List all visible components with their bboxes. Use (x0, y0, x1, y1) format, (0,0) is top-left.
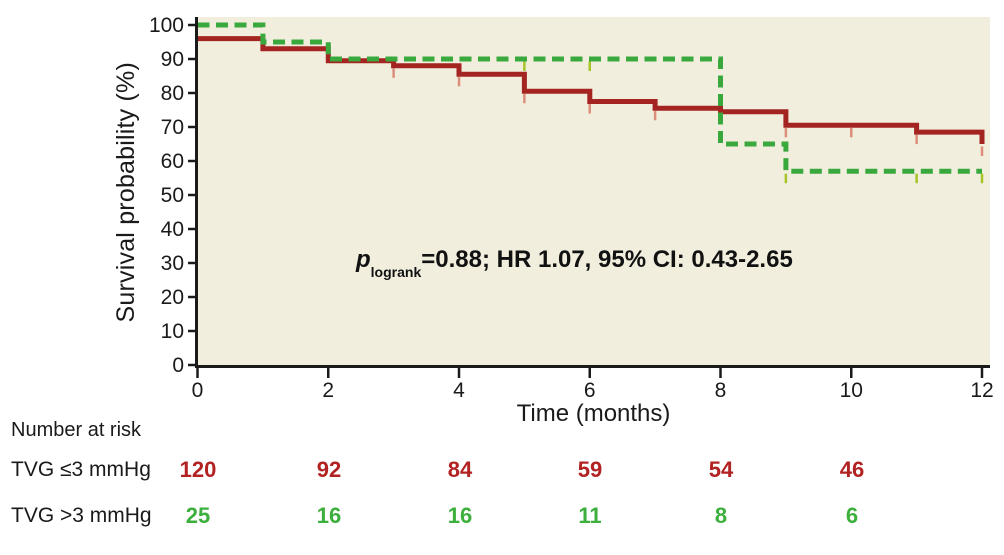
y-tick-label: 70 (161, 116, 184, 139)
risk-count: 92 (316, 457, 342, 482)
axes (195, 17, 990, 368)
y-tick-label: 30 (161, 252, 184, 275)
censor-marks (523, 61, 984, 184)
stats-annotation: plogrank=0.88; HR 1.07, 95% CI: 0.43-2.6… (356, 246, 793, 280)
x-axis-ticks: 0 2 4 6 8 10 12 (192, 368, 994, 402)
stats-text: =0.88; HR 1.07, 95% CI: 0.43-2.65 (421, 246, 793, 273)
risk-count: 6 (845, 503, 859, 528)
risk-count: 59 (577, 457, 603, 482)
y-tick-label: 40 (161, 218, 184, 241)
y-axis-title-text: Survival probability (%) (111, 61, 140, 323)
x-axis-title: Time (months) (197, 400, 990, 428)
x-tick-label: 8 (715, 379, 727, 402)
survival-curve-green-dashed (197, 22, 984, 184)
x-tick-label: 6 (584, 379, 596, 402)
y-tick-label: 80 (161, 82, 184, 105)
x-axis-title-text: Time (months) (516, 400, 671, 427)
risk-count: 120 (179, 457, 217, 482)
x-tick-label: 4 (453, 379, 465, 402)
risk-count: 8 (714, 503, 728, 528)
y-tick-label: 60 (161, 150, 184, 173)
p-symbol: p (356, 246, 371, 273)
risk-count: 84 (447, 457, 473, 482)
risk-count: 16 (447, 503, 473, 528)
risk-count: 16 (316, 503, 342, 528)
risk-row-label-tvg-gt3: TVG >3 mmHg (11, 504, 152, 527)
y-tick-label: 10 (161, 320, 184, 343)
y-axis-title: Survival probability (%) (106, 17, 146, 367)
x-tick-label: 12 (970, 379, 993, 402)
curve-path (197, 36, 985, 144)
risk-count: 25 (185, 503, 211, 528)
risk-table-title: Number at risk (11, 419, 142, 441)
plot-background (197, 17, 990, 367)
curve-path (197, 22, 982, 174)
y-tick-label: 90 (161, 48, 184, 71)
y-tick-label: 50 (161, 184, 184, 207)
y-tick-label: 100 (149, 14, 184, 37)
risk-row-label-tvg-le3: TVG ≤3 mmHg (11, 458, 151, 481)
y-axis-ticks: 0 10 20 30 40 50 60 70 80 90 100 (149, 14, 195, 377)
x-tick-label: 0 (192, 379, 204, 402)
risk-count: 46 (839, 457, 865, 482)
risk-count: 11 (578, 503, 602, 528)
censor-marks (392, 68, 984, 156)
y-tick-label: 20 (161, 286, 184, 309)
survival-curve-red-solid (197, 36, 985, 156)
y-tick-label: 0 (172, 354, 184, 377)
x-tick-label: 2 (322, 379, 334, 402)
risk-count: 54 (708, 457, 734, 482)
p-subscript: logrank (370, 263, 422, 280)
x-tick-label: 10 (840, 379, 863, 402)
